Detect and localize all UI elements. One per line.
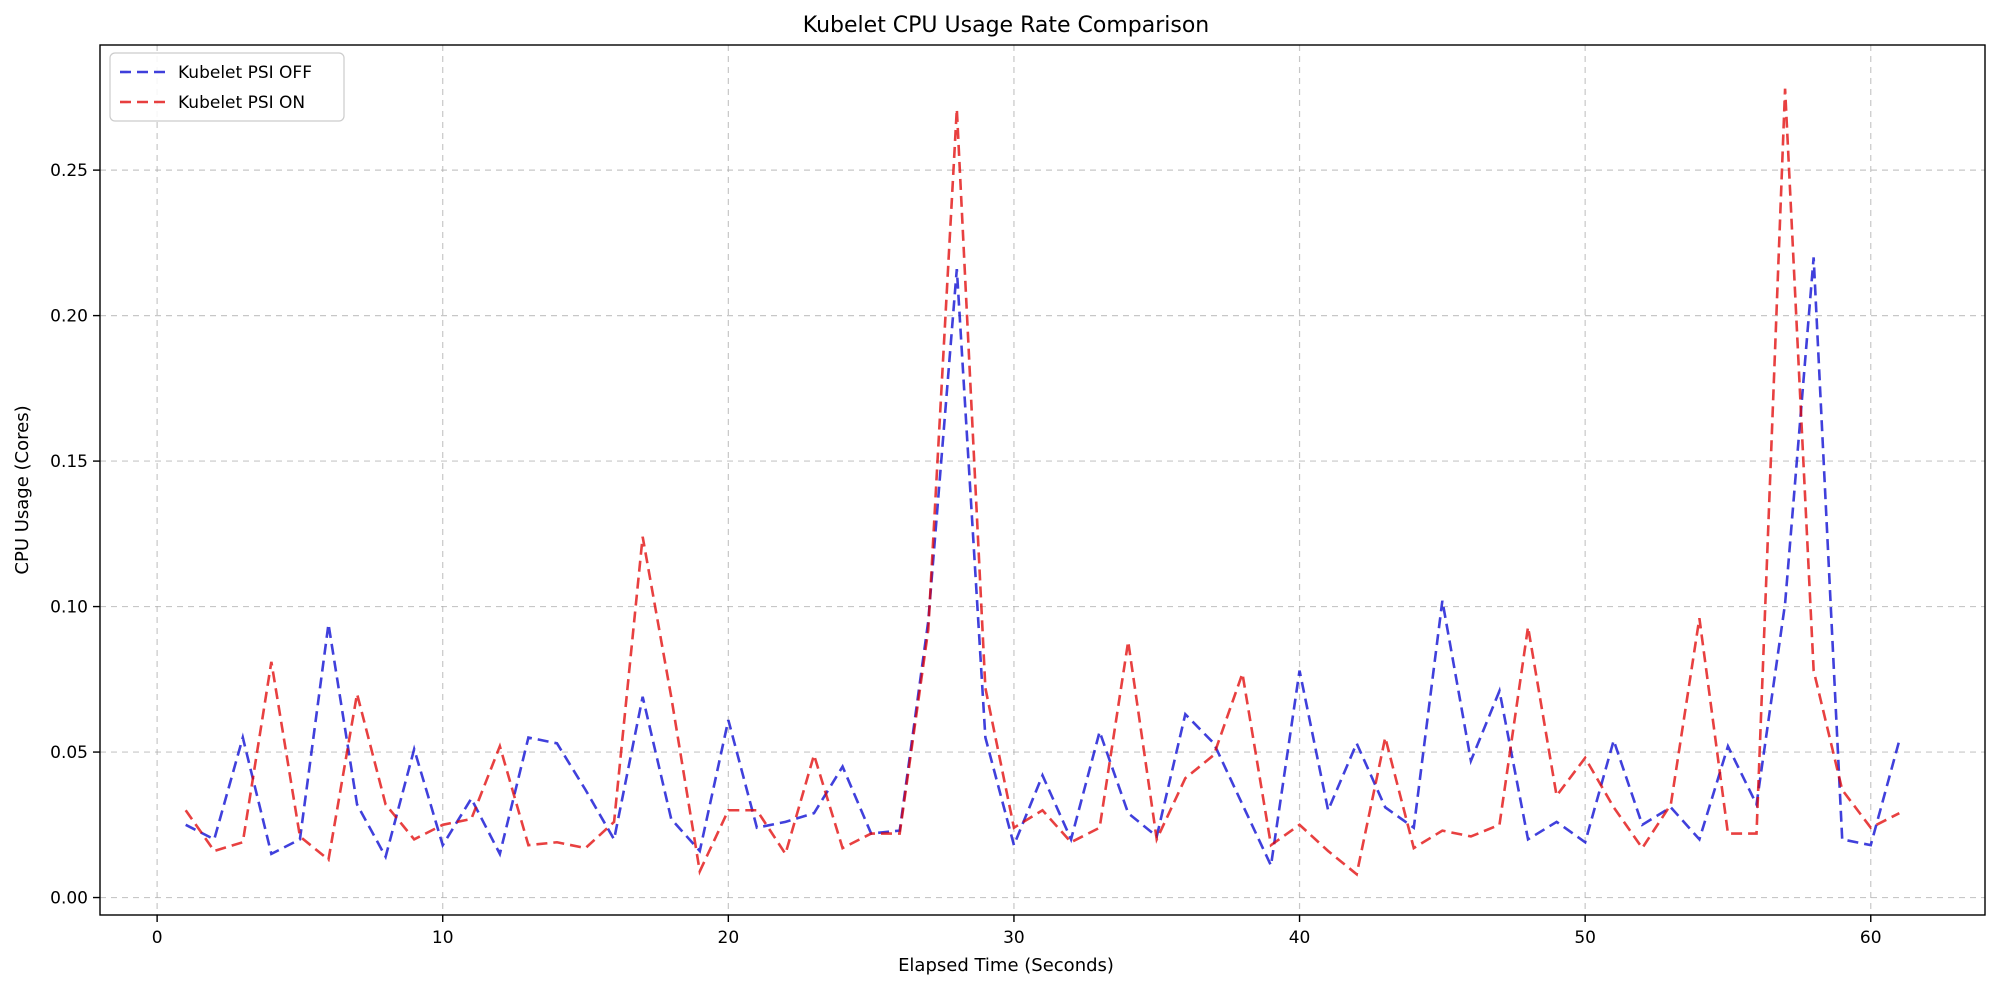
x-tick-label-3: 30 [1003, 928, 1025, 948]
y-axis-label: CPU Usage (Cores) [12, 405, 33, 574]
series-line-0 [185, 257, 1901, 871]
legend-label-0: Kubelet PSI OFF [178, 63, 312, 83]
x-tick-label-2: 20 [718, 928, 740, 948]
x-tick-label-1: 10 [432, 928, 454, 948]
series-line-1 [184, 88, 1900, 877]
legend-label-1: Kubelet PSI ON [178, 93, 305, 113]
series-layer [184, 88, 1901, 877]
x-tick-label-4: 40 [1289, 928, 1311, 948]
x-tick-label-6: 60 [1860, 928, 1882, 948]
plot-frame [99, 44, 1986, 916]
y-tick-label-1: 0.05 [50, 743, 88, 763]
y-tick-label-0: 0.00 [50, 889, 88, 909]
y-tick-label-4: 0.20 [50, 307, 88, 327]
y-axis: 0.00 0.05 0.10 0.15 0.20 0.25 [50, 161, 100, 909]
y-tick-label-5: 0.25 [50, 161, 88, 181]
x-axis-label: Elapsed Time (Seconds) [898, 955, 1114, 976]
x-axis: 0 10 20 30 40 50 60 [152, 915, 1882, 948]
x-tick-label-5: 50 [1574, 928, 1596, 948]
y-tick-label-2: 0.10 [50, 598, 88, 618]
chart-title: Kubelet CPU Usage Rate Comparison [803, 13, 1209, 38]
grid-lines [100, 45, 1985, 915]
y-tick-label-3: 0.15 [50, 452, 88, 472]
x-tick-label-0: 0 [152, 928, 163, 948]
legend: Kubelet PSI OFF Kubelet PSI ON [109, 52, 345, 122]
legend-box [109, 52, 345, 122]
